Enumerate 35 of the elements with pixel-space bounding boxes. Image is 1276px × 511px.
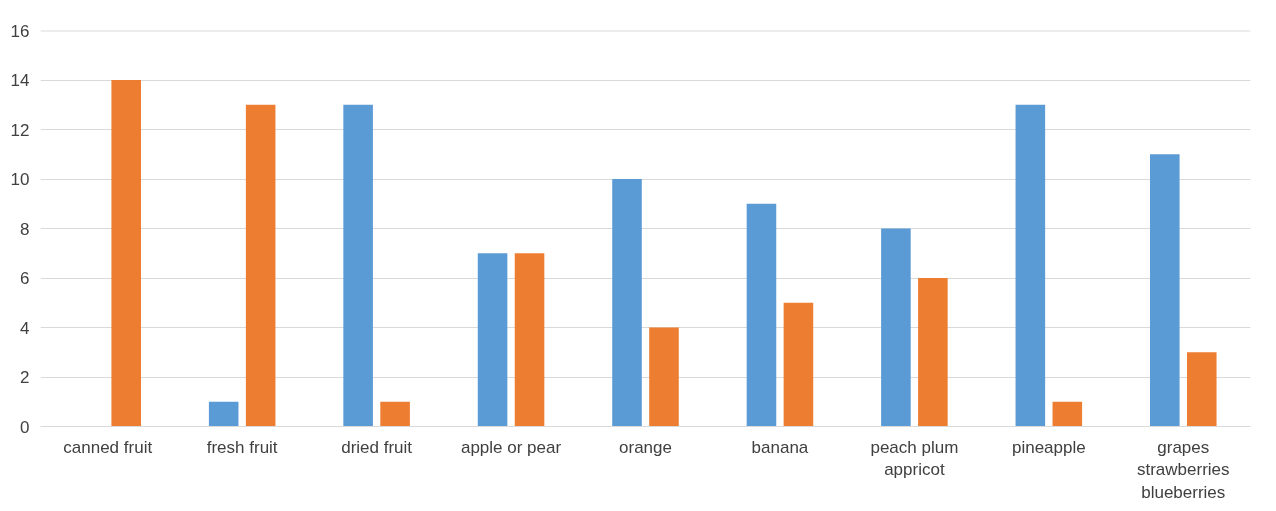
y-tick-label: 8 [20, 219, 30, 239]
y-tick-label: 4 [20, 318, 30, 338]
bar [1186, 352, 1217, 427]
x-tick-label: apple or pear [460, 437, 562, 457]
x-tick-label: fresh fruit [206, 437, 278, 457]
bar [380, 401, 410, 427]
bar [1052, 401, 1083, 427]
x-tick-label: peach plum appricot [870, 437, 959, 480]
bar [746, 203, 777, 427]
bar [1015, 104, 1046, 427]
y-tick-label: 6 [20, 269, 30, 288]
bar [245, 104, 276, 427]
y-tick-label: 16 [10, 21, 30, 41]
bar [477, 253, 508, 427]
bar [612, 179, 642, 427]
y-tick-label: 0 [20, 417, 30, 437]
bar [343, 104, 373, 427]
bar [514, 253, 545, 427]
y-tick-label: 2 [20, 368, 30, 387]
bar [111, 80, 141, 427]
bar [918, 278, 948, 427]
x-tick-label: dried fruit [341, 437, 413, 457]
bar [649, 327, 679, 427]
x-tick-label: grapes strawberries blueberries [1136, 437, 1230, 503]
y-tick-label: 12 [10, 120, 30, 140]
x-tick-label: banana [751, 437, 809, 457]
x-tick-label: orange [619, 437, 672, 457]
bar [208, 401, 239, 427]
x-tick-label: pineapple [1011, 437, 1086, 457]
y-tick-label: 14 [10, 71, 30, 90]
y-tick-label: 10 [10, 170, 30, 189]
bar [1150, 154, 1180, 427]
x-tick-label: canned fruit [63, 437, 153, 457]
bar [783, 302, 814, 427]
bar [881, 228, 911, 427]
